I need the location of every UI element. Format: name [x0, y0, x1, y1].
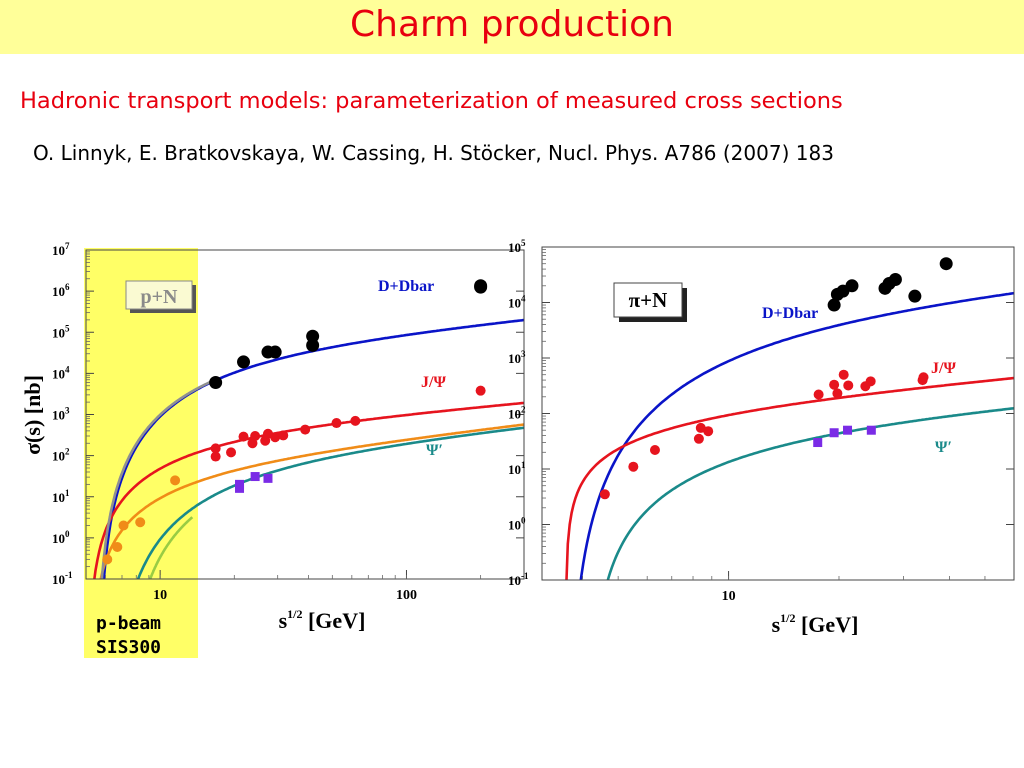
pin-legend-ddbar: D+Dbar — [762, 305, 818, 322]
pn-y-tick-label-2: 101 — [52, 488, 70, 505]
pin-point-0-7 — [908, 289, 922, 303]
pin-panel-label-box: π+N — [613, 282, 687, 322]
pn-point-1-1 — [210, 451, 221, 462]
pn-panel-label: p+N — [141, 286, 179, 308]
pn-point-1-9 — [278, 430, 289, 441]
pn-point-1-11 — [331, 418, 342, 429]
title-bar — [0, 0, 1024, 54]
pin-curve-2 — [606, 406, 1014, 580]
pn-point-3-2 — [118, 520, 129, 531]
pn-point-2-3 — [263, 473, 273, 483]
pn-point-3-3 — [135, 517, 146, 528]
pin-curve-0 — [579, 291, 1014, 580]
pn-point-0-1 — [237, 355, 251, 369]
pin-point-1-2 — [649, 444, 660, 455]
pin-point-1-0 — [599, 489, 610, 500]
pn-point-1-10 — [300, 424, 311, 435]
pin-legend-jpsi: J/Ψ — [931, 360, 956, 377]
citation: O. Linnyk, E. Bratkovskaya, W. Cassing, … — [33, 141, 834, 165]
pin-point-2-1 — [829, 428, 839, 438]
pin-panel-label: π+N — [629, 288, 668, 312]
pn-point-0-7 — [474, 280, 488, 294]
pn-point-0-5 — [306, 338, 320, 352]
chart-pn: 10-1 100 101 102 103 104 105 106 107 10 100 p+N D+… — [20, 241, 525, 658]
pin-point-0-8 — [939, 257, 953, 271]
pn-legend-jpsi: J/Ψ — [421, 374, 446, 391]
pn-point-3-1 — [112, 541, 123, 552]
pin-point-1-10 — [843, 380, 854, 391]
pn-point-3-4 — [170, 475, 181, 486]
pn-point-1-12 — [350, 415, 361, 426]
pn-y-tick-label-3: 102 — [52, 447, 70, 464]
pn-highlight-band — [84, 248, 198, 658]
pin-y-tick-label-1: 100 — [508, 516, 526, 533]
pn-x-label: s1/2 [GeV] — [279, 607, 366, 633]
slide-subtitle: Hadronic transport models: parameterizat… — [20, 88, 843, 114]
pn-point-0-3 — [268, 345, 282, 359]
pn-point-0-0 — [209, 375, 223, 389]
pn-x-tick-label-1: 100 — [396, 588, 417, 603]
pin-point-1-12 — [865, 376, 876, 387]
slide-title: Charm production — [350, 4, 674, 45]
pn-y-tick-label-6: 105 — [52, 323, 70, 340]
pn-point-2-2 — [250, 472, 260, 482]
pin-y-tick-label-3: 102 — [508, 405, 526, 422]
pin-point-1-8 — [832, 388, 843, 399]
pin-point-0-6 — [888, 272, 902, 286]
pin-point-2-2 — [843, 425, 853, 435]
pin-y-tick-label-6: 105 — [508, 238, 526, 255]
pin-point-1-5 — [703, 426, 714, 437]
pin-point-2-0 — [813, 438, 823, 448]
pn-curve-4 — [100, 379, 215, 579]
pn-y-tick-label-1: 100 — [52, 529, 70, 546]
pn-point-1-2 — [226, 447, 237, 458]
beam-label-line1: p-beam — [96, 613, 162, 634]
pn-y-tick-label-7: 106 — [52, 282, 70, 299]
pn-panel-label-box: p+N — [125, 280, 196, 313]
pin-point-0-3 — [845, 279, 859, 293]
pin-point-1-7 — [829, 379, 840, 390]
pn-point-0-4 — [306, 329, 320, 343]
pin-point-1-1 — [628, 461, 639, 472]
pn-curve-3 — [99, 423, 524, 579]
pin-point-2-3 — [866, 425, 876, 435]
pn-point-1-13 — [475, 385, 486, 396]
beam-label: p-beam SIS300 — [96, 612, 161, 660]
pin-y-tick-label-0: 10-1 — [508, 571, 529, 588]
pin-point-1-3 — [693, 433, 704, 444]
pn-curve-2 — [136, 426, 524, 579]
pn-y-tick-label-8: 107 — [52, 241, 70, 258]
pn-point-1-3 — [238, 431, 249, 442]
pin-curve-1 — [565, 376, 1014, 580]
pn-legend-psiprime: Ψ′ — [426, 442, 443, 459]
pn-point-1-8 — [270, 432, 281, 443]
pn-y-tick-label-4: 103 — [52, 406, 70, 423]
pn-y-tick-label-5: 104 — [52, 364, 70, 381]
pn-point-3-0 — [102, 554, 113, 565]
pin-point-1-9 — [838, 369, 849, 380]
pin-x-tick-label-0: 10 — [722, 589, 736, 604]
pin-point-1-6 — [813, 389, 824, 400]
pn-point-1-0 — [210, 443, 221, 454]
pin-legend-psiprime: Ψ′ — [935, 439, 952, 456]
pin-plot-frame — [541, 246, 1015, 581]
pn-x-tick-label-0: 10 — [153, 588, 167, 603]
pin-x-label: s1/2 [GeV] — [772, 611, 859, 637]
pn-legend-ddbar: D+Dbar — [378, 278, 434, 295]
pn-curve-5 — [148, 516, 194, 579]
pin-point-0-0 — [827, 298, 841, 312]
pin-point-1-14 — [918, 372, 929, 383]
pn-point-2-1 — [235, 479, 245, 489]
pn-y-tick-label-0: 10-1 — [52, 570, 73, 587]
beam-label-line2: SIS300 — [96, 637, 162, 658]
pn-point-1-5 — [250, 431, 261, 442]
pin-y-tick-label-5: 104 — [508, 294, 526, 311]
pn-y-label: σ(s) [nb] — [20, 375, 45, 455]
pin-y-tick-label-4: 103 — [508, 349, 526, 366]
pin-y-tick-label-2: 101 — [508, 460, 526, 477]
